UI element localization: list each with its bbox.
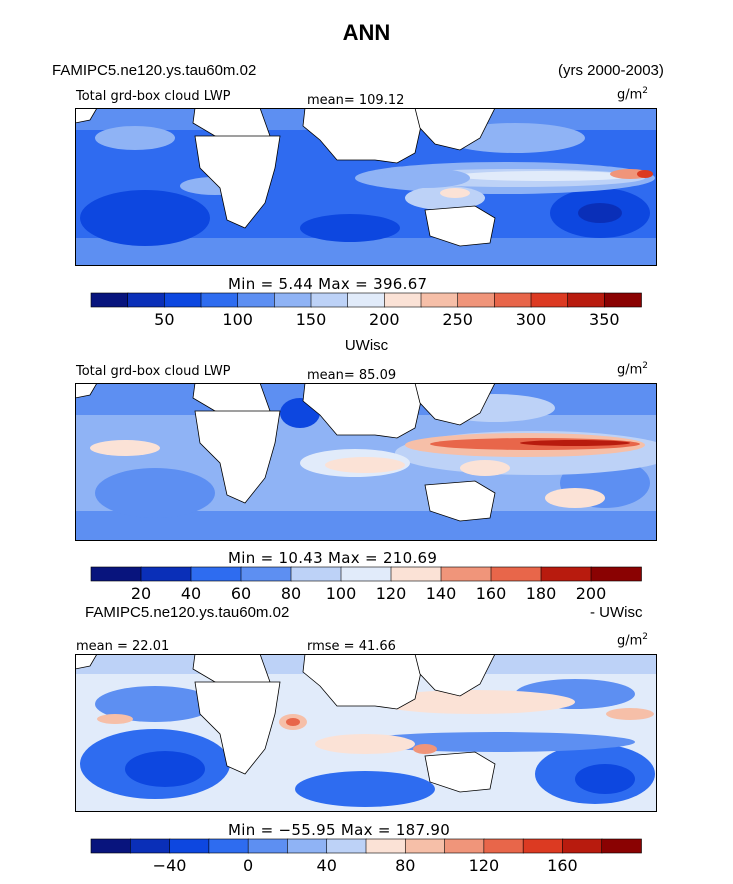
panel1-units: g/m2 [617, 86, 649, 103]
colorbar-tick-label: 60 [231, 584, 251, 603]
colorbar-swatch [140, 566, 192, 582]
panel1-map [75, 108, 657, 266]
panel1-colorbar: 50 100 150 200 250 300 350 [90, 292, 642, 329]
panel1-variable-label: Total grd-box cloud LWP [76, 89, 231, 104]
colorbar-tick-label: 200 [369, 310, 400, 329]
panel3-caption-case: FAMIPC5.ne120.ys.tau60m.02 [85, 604, 290, 621]
colorbar-tick-label: 80 [281, 584, 301, 603]
colorbar-swatch [274, 292, 312, 308]
panel3-units: g/m2 [617, 632, 649, 649]
colorbar-tick-label: 120 [469, 856, 500, 875]
colorbar-tick-label: 80 [395, 856, 415, 875]
colorbar-swatch [190, 566, 242, 582]
colorbar-swatch [208, 838, 249, 854]
panel2-mean: mean= 85.09 [307, 368, 397, 383]
colorbar-swatch [530, 292, 569, 308]
colorbar-swatch [562, 838, 603, 854]
colorbar-swatch [90, 292, 129, 308]
panel2-variable-label: Total grd-box cloud LWP [76, 364, 231, 379]
colorbar-tick-label: 350 [589, 310, 620, 329]
colorbar-swatch [444, 838, 485, 854]
panel3-colorbar: −40 0 40 80 120 160 [90, 838, 642, 875]
colorbar-swatch [604, 292, 642, 308]
colorbar-swatch [340, 566, 392, 582]
colorbar-tick-label: 200 [576, 584, 607, 603]
colorbar-tick-label: 100 [326, 584, 357, 603]
panel1-mean: mean= 109.12 [307, 93, 405, 108]
panel3-mean: mean = 22.01 [76, 639, 170, 654]
colorbar-swatch [237, 292, 276, 308]
colorbar-swatch [164, 292, 202, 308]
colorbar-swatch [310, 292, 349, 308]
colorbar-swatch [240, 566, 292, 582]
panel2-units: g/m2 [617, 361, 649, 378]
colorbar-swatch [90, 838, 132, 854]
panel3-caption-obs: - UWisc [590, 604, 643, 621]
panel2-min-max: Min = 10.43 Max = 210.69 [228, 549, 438, 567]
colorbar-tick-label: 40 [181, 584, 201, 603]
colorbar-swatch [490, 566, 542, 582]
colorbar-swatch [483, 838, 524, 854]
panel2-caption: UWisc [344, 337, 389, 354]
colorbar-tick-label: 160 [476, 584, 507, 603]
colorbar-tick-label: 100 [222, 310, 253, 329]
panel3-rmse: rmse = 41.66 [307, 639, 396, 654]
colorbar-swatch [326, 838, 367, 854]
colorbar-tick-label: 300 [516, 310, 547, 329]
years-range: (yrs 2000-2003) [558, 62, 664, 79]
colorbar-swatch [390, 566, 442, 582]
colorbar-swatch [494, 292, 532, 308]
colorbar-swatch [567, 292, 606, 308]
colorbar-swatch [457, 292, 496, 308]
colorbar-swatch [365, 838, 407, 854]
colorbar-swatch [540, 566, 592, 582]
colorbar-swatch [200, 292, 239, 308]
colorbar-tick-label: 20 [131, 584, 151, 603]
colorbar-swatch [440, 566, 492, 582]
colorbar-swatch [290, 566, 342, 582]
panel2-map [75, 383, 657, 541]
colorbar-tick-label: 250 [442, 310, 473, 329]
colorbar-swatch [287, 838, 328, 854]
colorbar-swatch [590, 566, 642, 582]
panel2-colorbar: 20 40 60 80 100 120 140 160 180 200 [90, 566, 642, 603]
colorbar-swatch [601, 838, 642, 854]
case-name: FAMIPC5.ne120.ys.tau60m.02 [52, 62, 257, 79]
colorbar-swatch [127, 292, 166, 308]
colorbar-tick-label: 0 [243, 856, 253, 875]
colorbar-tick-label: 150 [296, 310, 327, 329]
colorbar-swatch [347, 292, 386, 308]
panel3-min-max: Min = −55.95 Max = 187.90 [228, 821, 451, 839]
colorbar-swatch [129, 838, 171, 854]
colorbar-tick-label: 50 [154, 310, 174, 329]
colorbar-swatch [247, 838, 289, 854]
colorbar-swatch [404, 838, 446, 854]
colorbar-tick-label: 40 [317, 856, 337, 875]
colorbar-tick-label: −40 [153, 856, 187, 875]
colorbar-tick-label: 120 [376, 584, 407, 603]
colorbar-swatch [384, 292, 422, 308]
panel3-map [75, 654, 657, 812]
colorbar-tick-label: 140 [426, 584, 457, 603]
colorbar-swatch [522, 838, 564, 854]
colorbar-tick-label: 180 [526, 584, 557, 603]
page-title: ANN [342, 20, 391, 45]
colorbar-tick-label: 160 [547, 856, 578, 875]
panel1-min-max: Min = 5.44 Max = 396.67 [228, 275, 428, 293]
colorbar-swatch [90, 566, 142, 582]
colorbar-swatch [169, 838, 210, 854]
colorbar-swatch [420, 292, 459, 308]
